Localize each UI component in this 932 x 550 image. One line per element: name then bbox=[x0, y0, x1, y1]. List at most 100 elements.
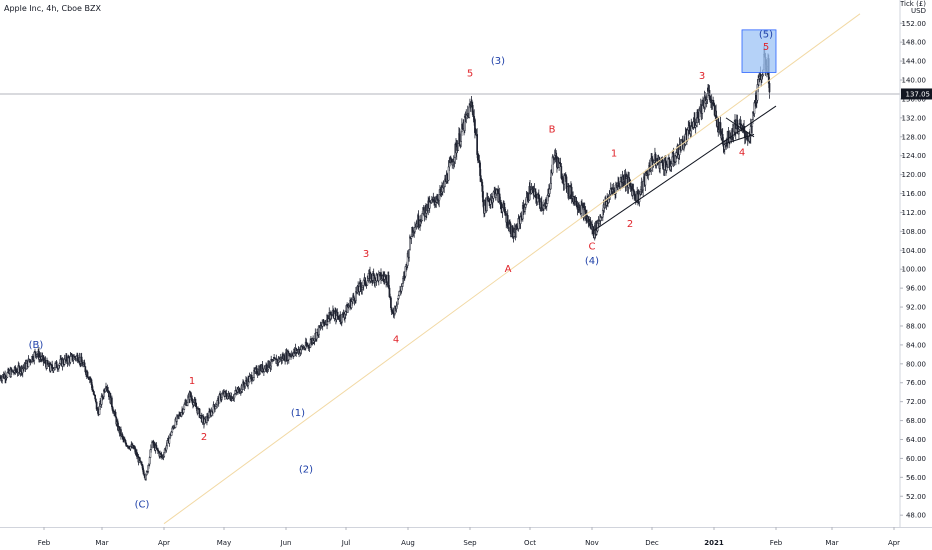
price-tick-label: 76.00 bbox=[906, 379, 926, 387]
candle-body bbox=[414, 227, 416, 232]
wave-label: (4) bbox=[585, 256, 599, 267]
candle-body bbox=[509, 223, 512, 234]
candle-body bbox=[540, 201, 543, 209]
triangle-lower-line bbox=[725, 133, 755, 144]
highlight-box bbox=[741, 29, 777, 73]
candle-body bbox=[422, 207, 425, 211]
price-tick-label: 96.00 bbox=[906, 285, 926, 293]
candle-body bbox=[213, 404, 216, 408]
time-tick-label: 2021 bbox=[704, 539, 724, 547]
time-tick-label: May bbox=[217, 539, 231, 547]
price-tick-label: 60.00 bbox=[906, 455, 926, 463]
last-price-label: 137.05 bbox=[906, 90, 931, 98]
candle-body bbox=[433, 197, 435, 201]
wave-label: 4 bbox=[739, 147, 745, 158]
candle-body bbox=[86, 371, 89, 378]
plot-area[interactable] bbox=[0, 46, 771, 481]
price-tick-label: 92.00 bbox=[906, 304, 926, 312]
drawings-layer bbox=[0, 13, 900, 525]
candle-body bbox=[268, 360, 270, 368]
time-tick-label: Sep bbox=[463, 539, 477, 547]
price-tick-label: 64.00 bbox=[906, 436, 926, 444]
wave-label: (C) bbox=[135, 499, 150, 510]
candle-body bbox=[52, 368, 55, 371]
time-tick-label: Feb bbox=[770, 539, 783, 547]
time-tick-label: Aug bbox=[401, 539, 415, 547]
time-tick-label: Mar bbox=[825, 539, 838, 547]
scale-label: Tick (£) bbox=[899, 0, 926, 8]
wave-label: B bbox=[549, 125, 556, 136]
candle-body bbox=[139, 457, 141, 462]
price-tick-label: 72.00 bbox=[906, 398, 926, 406]
currency-label: USD bbox=[911, 7, 926, 15]
price-tick-label: 100.00 bbox=[902, 266, 927, 274]
wave-label: (2) bbox=[299, 464, 313, 475]
candle-body bbox=[83, 362, 86, 367]
candle-body bbox=[681, 139, 684, 142]
time-tick-label: Feb bbox=[38, 539, 51, 547]
price-tick-label: 48.00 bbox=[906, 512, 926, 520]
wave-label: C bbox=[589, 242, 596, 253]
price-tick-label: 88.00 bbox=[906, 322, 926, 330]
price-tick-label: 144.00 bbox=[902, 58, 927, 66]
price-tick-label: 80.00 bbox=[906, 360, 926, 368]
price-tick-label: 132.00 bbox=[902, 114, 927, 122]
wave-label: 1 bbox=[611, 148, 617, 159]
long-trendline bbox=[163, 13, 861, 525]
candle-body bbox=[166, 440, 168, 447]
time-tick-label: Nov bbox=[585, 539, 599, 547]
candle-body bbox=[672, 153, 675, 162]
price-tick-label: 120.00 bbox=[902, 171, 927, 179]
candle-body bbox=[183, 404, 186, 410]
time-axis[interactable]: Feb Mar Apr May Jun Jul Aug Sep Oct Nov Dec 2021 Feb… bbox=[0, 527, 932, 547]
price-tick-label: 68.00 bbox=[906, 417, 926, 425]
wave-label: 2 bbox=[201, 432, 207, 443]
wave-label: 2 bbox=[627, 219, 633, 230]
candle-body bbox=[25, 363, 28, 370]
candle-body bbox=[265, 364, 268, 370]
chart-title: Apple Inc, 4h, Cboe BZX bbox=[4, 4, 101, 13]
candle-body bbox=[625, 178, 628, 186]
wave-label: (5) bbox=[759, 30, 773, 41]
wave-label: 3 bbox=[699, 71, 705, 82]
price-tick-label: 108.00 bbox=[902, 228, 927, 236]
time-tick-label: Jun bbox=[280, 539, 292, 547]
time-tick-label: Mar bbox=[95, 539, 108, 547]
wave-label: (1) bbox=[291, 408, 305, 419]
candle-body bbox=[148, 457, 151, 465]
candle-body bbox=[662, 162, 664, 169]
wave-label: 5 bbox=[763, 42, 769, 53]
time-tick-label: Apr bbox=[888, 539, 900, 547]
wave-label: A bbox=[505, 264, 512, 275]
candle-body bbox=[390, 297, 392, 309]
price-axis[interactable]: Tick (£) USD 48.00 52.00 56.00 60.00 64.00 68… bbox=[899, 0, 932, 527]
wave-label: 5 bbox=[467, 68, 473, 79]
price-tick-label: 84.00 bbox=[906, 341, 926, 349]
candle-body bbox=[94, 394, 96, 400]
candle-body bbox=[195, 406, 198, 409]
candle-body bbox=[34, 351, 37, 355]
price-tick-label: 116.00 bbox=[902, 190, 927, 198]
candle-body bbox=[708, 90, 711, 97]
price-tick-label: 128.00 bbox=[902, 133, 927, 141]
wave-label: 4 bbox=[393, 335, 399, 346]
wave-label: 3 bbox=[363, 249, 369, 260]
time-tick-label: Oct bbox=[524, 539, 536, 547]
price-tick-label: 148.00 bbox=[902, 39, 927, 47]
candle-body bbox=[187, 396, 189, 403]
price-tick-label: 124.00 bbox=[902, 152, 927, 160]
triangle-upper-line bbox=[725, 117, 755, 138]
candle-body bbox=[671, 156, 674, 165]
wave-label: 1 bbox=[189, 376, 195, 387]
candle-body bbox=[536, 197, 539, 203]
wave-label: (B) bbox=[29, 340, 44, 351]
last-price-tag bbox=[901, 88, 932, 100]
candle-body bbox=[155, 445, 158, 449]
time-tick-label: Jul bbox=[341, 539, 351, 547]
time-tick-label: Dec bbox=[645, 539, 659, 547]
channel-trendline bbox=[593, 105, 777, 231]
price-tick-label: 112.00 bbox=[902, 209, 927, 217]
price-tick-label: 52.00 bbox=[906, 493, 926, 501]
